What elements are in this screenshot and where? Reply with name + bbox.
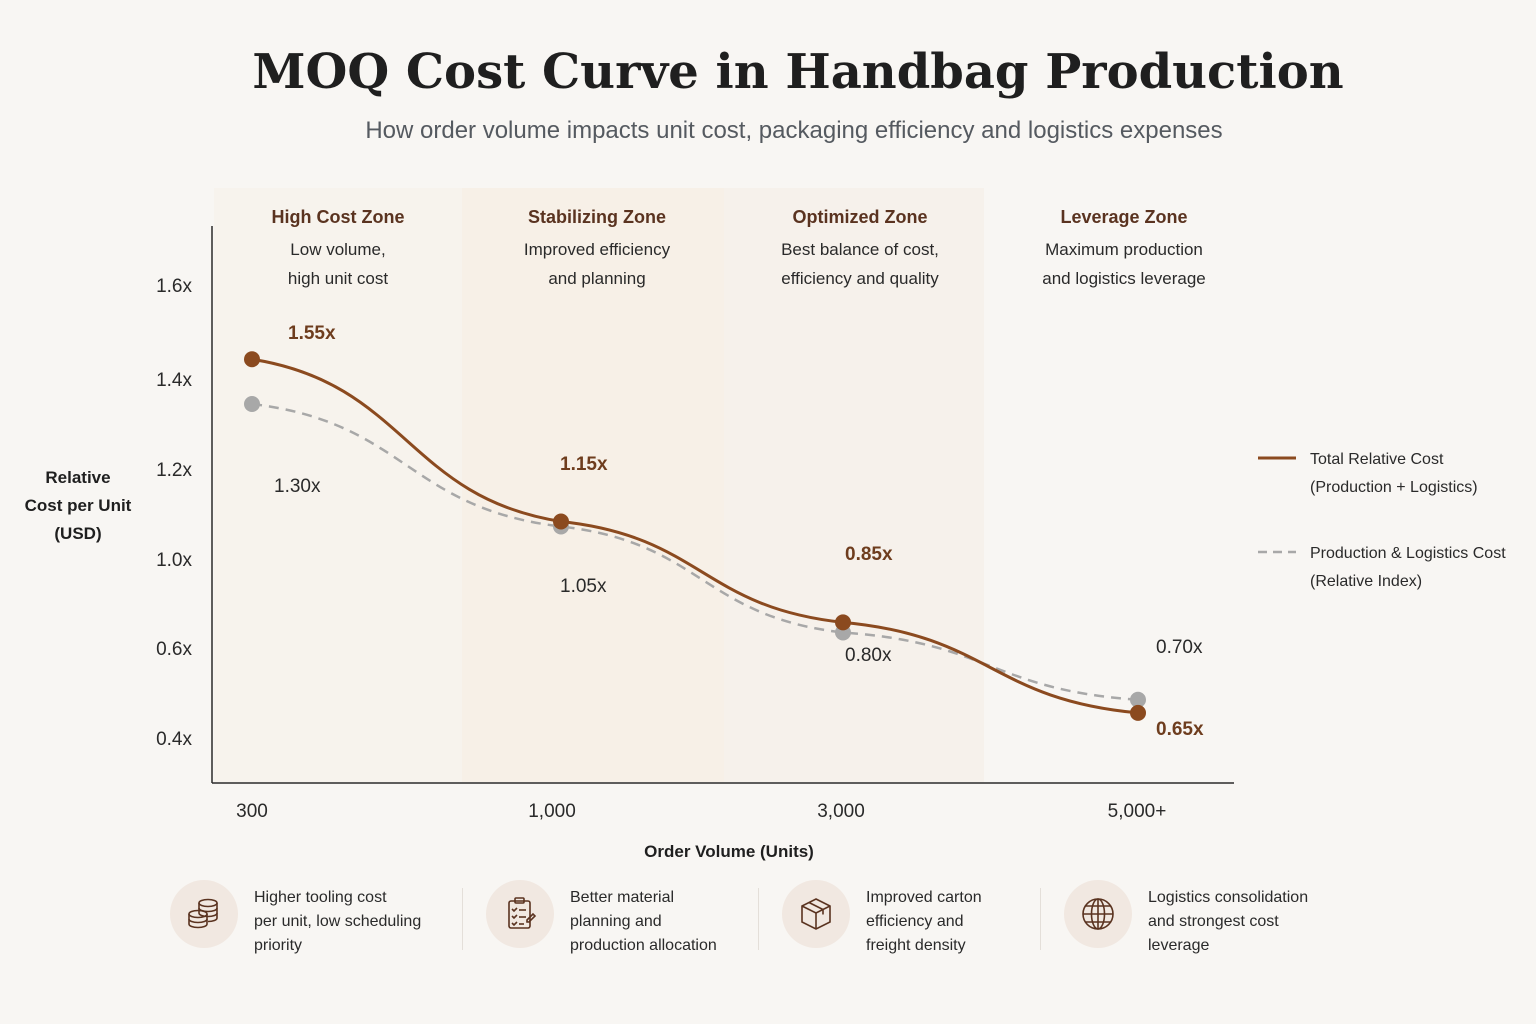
zone-band-high: [214, 188, 462, 782]
footer-item-carton: Improved carton efficiency and freight d…: [782, 880, 1056, 960]
zone-band-optimized: [724, 188, 984, 782]
globe-icon: [1064, 880, 1132, 948]
footer-text-logistics: Logistics consolidation and strongest co…: [1148, 889, 1309, 954]
x-tick-label: 300: [236, 801, 268, 822]
data-label-total: 0.65x: [1156, 719, 1204, 740]
zone-title-high: High Cost Zone: [272, 207, 405, 227]
y-tick-label: 1.4x: [156, 370, 192, 391]
footer-item-planning: Better material planning and production …: [486, 880, 760, 960]
y-tick-label: 0.4x: [156, 729, 192, 750]
zone-desc-optimized-2: efficiency and quality: [781, 269, 939, 288]
y-tick-label: 1.2x: [156, 460, 192, 481]
zone-desc-stabilizing-2: and planning: [548, 269, 645, 288]
zone-title-optimized: Optimized Zone: [793, 207, 928, 227]
data-label-production: 0.80x: [845, 645, 892, 666]
series-line-total: [251, 357, 1139, 715]
data-point-total: [553, 513, 569, 530]
zone-title-leverage: Leverage Zone: [1060, 207, 1187, 227]
zone-desc-stabilizing-1: Improved efficiency: [524, 240, 671, 259]
zone-desc-high-1: Low volume,: [290, 240, 385, 259]
zone-desc-leverage-2: and logistics leverage: [1042, 269, 1205, 288]
data-point-production: [244, 396, 260, 412]
legend-label-total-1: Total Relative Cost: [1310, 451, 1444, 468]
y-tick-label: 1.0x: [156, 550, 192, 571]
y-tick-label: 1.6x: [156, 276, 192, 297]
footer-info-row: Higher tooling cost per unit, low schedu…: [168, 880, 1348, 970]
zone-band-stabilizing: [462, 188, 724, 782]
y-axis-label-2: Cost per Unit: [25, 496, 132, 515]
data-label-total: 1.15x: [560, 454, 608, 475]
y-axis-label-1: Relative: [45, 468, 110, 487]
x-tick-label: 5,000+: [1108, 801, 1167, 822]
zone-desc-optimized-1: Best balance of cost,: [781, 240, 939, 259]
zone-desc-leverage-1: Maximum production: [1045, 240, 1203, 259]
zone-title-stabilizing: Stabilizing Zone: [528, 207, 666, 227]
x-axis-label: Order Volume (Units): [644, 842, 814, 861]
footer-text-tooling: Higher tooling cost per unit, low schedu…: [254, 889, 422, 954]
clipboard-checklist-icon: [486, 880, 554, 948]
footer-text-carton: Improved carton efficiency and freight d…: [866, 889, 982, 954]
data-label-production: 1.05x: [560, 576, 607, 597]
footer-divider: [462, 888, 463, 950]
data-point-production: [1130, 691, 1146, 708]
carton-box-icon: [782, 880, 850, 948]
page-subtitle: How order volume impacts unit cost, pack…: [365, 117, 1222, 144]
data-label-total: 0.85x: [845, 544, 893, 565]
zone-desc-high-2: high unit cost: [288, 269, 388, 288]
legend-label-production-1: Production & Logistics Cost: [1310, 545, 1506, 562]
y-axis-label-3: (USD): [54, 524, 101, 543]
coins-stack-icon: [170, 880, 238, 948]
data-point-total: [244, 351, 260, 368]
data-label-total: 1.55x: [288, 323, 336, 344]
x-tick-label: 3,000: [817, 801, 865, 822]
data-point-total: [1130, 704, 1146, 721]
y-tick-label: 0.6x: [156, 639, 192, 660]
data-label-production: 0.70x: [1156, 637, 1203, 658]
footer-item-tooling: Higher tooling cost per unit, low schedu…: [170, 880, 444, 960]
data-point-total: [835, 614, 851, 631]
data-label-production: 1.30x: [274, 476, 321, 497]
footer-divider: [758, 888, 759, 950]
legend-label-total-2: (Production + Logistics): [1310, 479, 1478, 496]
page-title: MOQ Cost Curve in Handbag Production: [252, 44, 1343, 100]
legend-label-production-2: (Relative Index): [1310, 573, 1422, 590]
x-tick-label: 1,000: [528, 801, 576, 822]
footer-divider: [1040, 888, 1041, 950]
footer-item-logistics: Logistics consolidation and strongest co…: [1064, 880, 1338, 960]
footer-text-planning: Better material planning and production …: [570, 889, 717, 954]
